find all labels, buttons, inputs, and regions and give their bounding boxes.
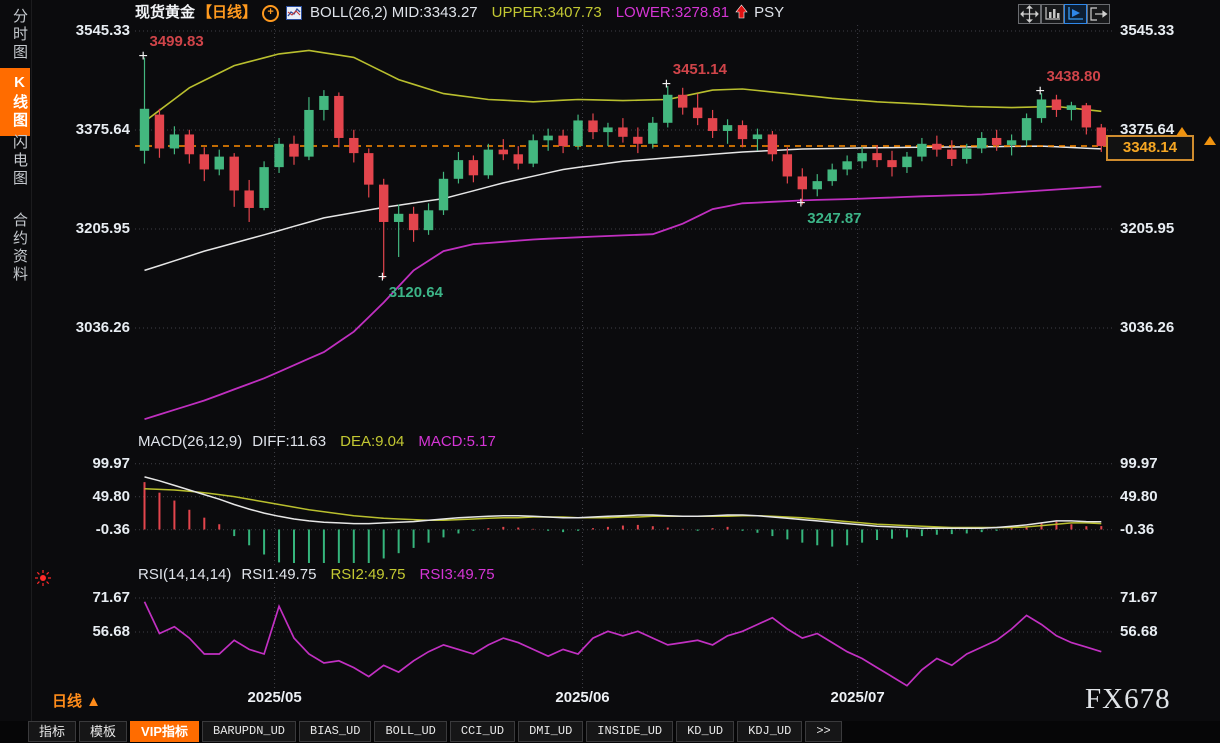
indicator-tab-CCI_UD[interactable]: CCI_UD (449, 721, 516, 742)
period-tag: 【日线】 (197, 4, 258, 22)
price-box-arrow-icon (1176, 127, 1188, 136)
macd-macd-label: MACD:5.17 (418, 433, 496, 450)
macd-title: MACD(26,12,9) (138, 433, 243, 450)
macd-axis-right: 99.97 (1120, 455, 1158, 472)
mini-chart-icon[interactable] (286, 6, 303, 21)
indicator-tab-KDJ_UD[interactable]: KDJ_UD (737, 721, 803, 742)
current-price-box: 3348.14 (1106, 135, 1194, 161)
macd-axis-right: -0.36 (1120, 521, 1155, 538)
red-up-arrow-icon (735, 4, 748, 21)
exit-icon[interactable] (1087, 4, 1110, 24)
indicator-tab-模板[interactable]: 模板 (79, 721, 128, 742)
rsi-title: RSI(14,14,14) (138, 566, 232, 583)
boll-mid-label: BOLL(26,2) MID:3343.27 (310, 4, 478, 22)
indicator-tab-INSIDE_UD[interactable]: INSIDE_UD (586, 721, 674, 742)
macd-axis-right: 49.80 (1120, 488, 1158, 505)
rsi-axis-left: 71.67 (92, 589, 130, 606)
price-axis-right: 3375.64 (1120, 121, 1175, 138)
rsi-axis-right: 56.68 (1120, 623, 1158, 640)
rsi-axis-right: 71.67 (1120, 589, 1158, 606)
indicator-tab-DMI_UD[interactable]: DMI_UD (518, 721, 584, 742)
macd-diff-label: DIFF:11.63 (252, 433, 327, 450)
macd-axis-left: 99.97 (92, 455, 130, 472)
main-candlestick-canvas[interactable] (135, 25, 1112, 435)
symbol-name: 现货黄金 (135, 4, 196, 22)
price-axis-right: 3036.26 (1120, 319, 1175, 336)
price-axis-left: 3036.26 (75, 319, 130, 336)
left-sidebar: 分时图 K线图 闪电图 合约资料 (0, 0, 32, 743)
indicator-tab->>[interactable]: >> (805, 721, 842, 742)
target-plus-icon[interactable]: + (262, 4, 280, 22)
indicator-tab-KD_UD[interactable]: KD_UD (676, 721, 735, 742)
sidebar-item-kline[interactable]: K线图 (0, 68, 30, 136)
price-axis-right: 3205.95 (1120, 220, 1175, 237)
boll-upper-label: UPPER:3407.73 (491, 4, 602, 22)
sidebar-item-flash[interactable]: 闪电图 (11, 134, 28, 188)
macd-header: MACD(26,12,9) DIFF:11.63 DEA:9.04 MACD:5.17 (138, 433, 496, 450)
boll-lower-label: LOWER:3278.81 (615, 4, 730, 22)
indicator-tab-BIAS_UD[interactable]: BIAS_UD (299, 721, 372, 742)
price-axis-left: 3545.33 (75, 22, 130, 39)
macd-canvas[interactable] (135, 448, 1112, 566)
x-axis-month-label: 2025/06 (555, 689, 610, 706)
rsi-header: RSI(14,14,14) RSI1:49.75 RSI2:49.75 RSI3:49… (138, 566, 495, 583)
alarm-dot-icon[interactable] (34, 569, 52, 587)
price-axis-left: 3375.64 (75, 121, 130, 138)
macd-dea-label: DEA:9.04 (340, 433, 405, 450)
psy-label: PSY (754, 4, 785, 22)
watermark: FX678 (1085, 683, 1171, 715)
pan-move-icon[interactable] (1018, 4, 1041, 24)
sidebar-item-contract-info[interactable]: 合约资料 (11, 212, 28, 284)
rsi1-label: RSI1:49.75 (241, 566, 317, 583)
indicator-tab-指标[interactable]: 指标 (28, 721, 77, 742)
macd-axis-left: 49.80 (92, 488, 130, 505)
x-axis-month-label: 2025/07 (830, 689, 885, 706)
price-axis-left: 3205.95 (75, 220, 130, 237)
period-selector[interactable]: 日线 ▲ (52, 693, 102, 710)
chart-axes-icon[interactable] (1041, 4, 1064, 24)
right-edge-arrow-icon (1204, 136, 1216, 145)
rsi2-label: RSI2:49.75 (330, 566, 406, 583)
indicator-tab-BARUPDN_UD[interactable]: BARUPDN_UD (202, 721, 297, 742)
rsi3-label: RSI3:49.75 (419, 566, 495, 583)
macd-axis-left: -0.36 (95, 521, 130, 538)
rsi-canvas[interactable] (135, 583, 1112, 703)
x-axis-month-label: 2025/05 (247, 689, 302, 706)
price-axis-right: 3545.33 (1120, 22, 1175, 39)
chart-header: 现货黄金 【日线】 + BOLL(26,2) MID:3343.27 UPPER:340… (135, 3, 784, 23)
indicator-tab-bar: 指标 模板 VIP指标 BARUPDN_UD BIAS_UD BOLL_UD CCI_UD D… (0, 721, 1220, 743)
sidebar-item-timeshare[interactable]: 分时图 (11, 8, 28, 62)
rsi-axis-left: 56.68 (92, 623, 130, 640)
indicator-tab-VIP指标[interactable]: VIP指标 (130, 721, 199, 742)
chart-flag-icon-active[interactable] (1064, 4, 1087, 24)
indicator-tab-BOLL_UD[interactable]: BOLL_UD (374, 721, 447, 742)
